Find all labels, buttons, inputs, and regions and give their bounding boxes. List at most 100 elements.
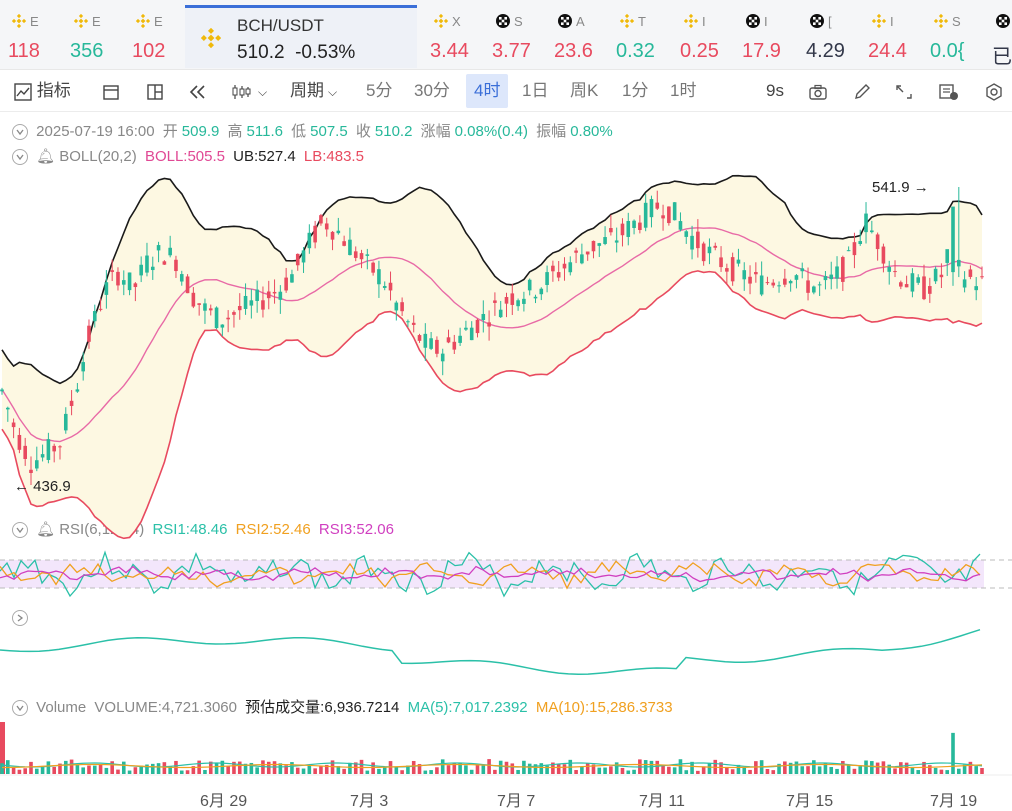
ticker-item[interactable]: E 118 — [8, 8, 64, 66]
candle-body — [742, 270, 747, 280]
volume-bar — [487, 759, 491, 774]
split-button[interactable] — [146, 78, 164, 104]
boll-lower-line — [1, 270, 983, 540]
ticker-item[interactable]: 已 — [992, 8, 1012, 68]
binance-icon — [620, 14, 634, 28]
bell-icon[interactable]: 🔔︎ — [36, 521, 56, 538]
candle-body — [800, 268, 805, 272]
ticker-item[interactable]: [4.29 — [806, 8, 862, 66]
binance-icon — [201, 28, 221, 48]
volume-bar — [400, 770, 404, 774]
layout-button[interactable] — [102, 78, 120, 104]
chevron-right-icon[interactable] — [12, 610, 28, 627]
volume-bar — [110, 761, 114, 774]
volume-bar — [46, 761, 51, 774]
indicators-button[interactable]: 指标 — [14, 78, 71, 104]
interval-6[interactable]: 1时 — [670, 81, 697, 100]
chart-type-button[interactable]: ⌵ — [230, 78, 267, 104]
ticker-name: X — [452, 14, 461, 29]
ticker-item[interactable]: E 102 — [132, 8, 188, 66]
volume-bar — [301, 768, 306, 774]
candle-body — [823, 276, 828, 281]
volume-bar — [916, 770, 921, 774]
volume-value: VOLUME:4,721.3060 — [94, 699, 237, 716]
oscillator-line — [0, 628, 981, 675]
high-annotation: 541.9 → — [872, 179, 929, 196]
candle-body — [899, 282, 903, 287]
ticker-price: 3.77 — [492, 40, 531, 62]
ticker-item-active[interactable]: BCH/USDT 510.2 -0.53% — [185, 5, 417, 68]
collapse-icon[interactable] — [12, 149, 28, 166]
ticker-item[interactable]: I 17.9 — [742, 8, 798, 66]
volume-bar — [0, 763, 4, 774]
interval-2[interactable]: 4时 — [466, 74, 509, 108]
volume-bar — [701, 766, 706, 774]
refresh-rate[interactable]: 9s — [766, 81, 784, 100]
volume-bar — [81, 767, 85, 774]
interval-5[interactable]: 1分 — [622, 81, 649, 100]
ticker-item[interactable]: S 0.0{ — [930, 8, 986, 66]
volume-bar — [237, 761, 242, 774]
draw-button[interactable] — [852, 78, 872, 104]
candle-body — [551, 265, 555, 272]
candle-body — [812, 286, 816, 293]
chevron-down-icon: ⌵ — [258, 85, 268, 99]
candle-body — [667, 206, 671, 224]
period-label: 周期 — [290, 81, 324, 100]
candle-body — [858, 241, 863, 245]
volume-bar — [846, 764, 851, 774]
replay-button[interactable] — [188, 78, 208, 104]
indicators-label: 指标 — [36, 81, 71, 100]
okx-icon — [496, 14, 510, 28]
volume-bar — [295, 767, 300, 774]
fullscreen-button[interactable] — [894, 78, 914, 104]
candle-body — [168, 247, 172, 256]
settings-button[interactable] — [984, 78, 1004, 104]
volume-bar — [481, 765, 486, 774]
ticker-item[interactable]: X 3.44 — [430, 8, 486, 66]
candle-body — [620, 223, 625, 236]
ticker-item[interactable]: I 24.4 — [868, 8, 924, 66]
volume-bar — [788, 762, 793, 774]
ticker-price: 356 — [70, 40, 104, 62]
volume-bar — [255, 767, 259, 774]
interval-4[interactable]: 周K — [570, 81, 599, 100]
volume-bar — [272, 761, 277, 774]
volume-bar — [933, 767, 938, 774]
ticker-item[interactable]: S 3.77 — [492, 8, 548, 66]
period-dropdown[interactable]: 周期 ⌵ — [290, 78, 337, 104]
collapse-icon[interactable] — [12, 124, 28, 141]
collapse-icon[interactable] — [12, 700, 28, 717]
ticker-item[interactable]: A 23.6 — [554, 8, 610, 66]
volume-bar — [603, 767, 607, 774]
candle-body — [794, 275, 799, 280]
collapse-icon[interactable] — [12, 522, 28, 539]
volume-name: Volume — [36, 699, 87, 716]
boll-name: BOLL(20,2) — [59, 148, 137, 165]
screenshot-button[interactable] — [808, 78, 828, 104]
volume-bar — [614, 762, 619, 774]
template-button[interactable] — [938, 78, 960, 104]
interval-3[interactable]: 1日 — [522, 81, 549, 100]
candle-body — [655, 202, 660, 209]
candle-body — [638, 222, 642, 230]
candle-body — [556, 272, 561, 278]
volume-bar — [783, 761, 787, 774]
volume-bar — [899, 762, 903, 774]
volume-bar — [145, 764, 149, 774]
ticker-item[interactable]: I 0.25 — [680, 8, 736, 66]
candle-body — [649, 199, 654, 218]
candle-body — [632, 220, 636, 228]
volume-bar — [742, 767, 747, 774]
volume-bar — [609, 766, 613, 774]
interval-1[interactable]: 30分 — [414, 81, 450, 100]
x-axis-label: 7月 3 — [350, 793, 389, 810]
volume-bar — [185, 770, 190, 774]
interval-0[interactable]: 5分 — [366, 81, 393, 100]
bell-icon[interactable]: 🔔︎ — [36, 148, 56, 165]
ticker-item[interactable]: E 356 — [70, 8, 126, 66]
candle-body — [371, 262, 375, 273]
candle-body — [841, 257, 845, 282]
ticker-item[interactable]: T 0.32 — [616, 8, 672, 66]
